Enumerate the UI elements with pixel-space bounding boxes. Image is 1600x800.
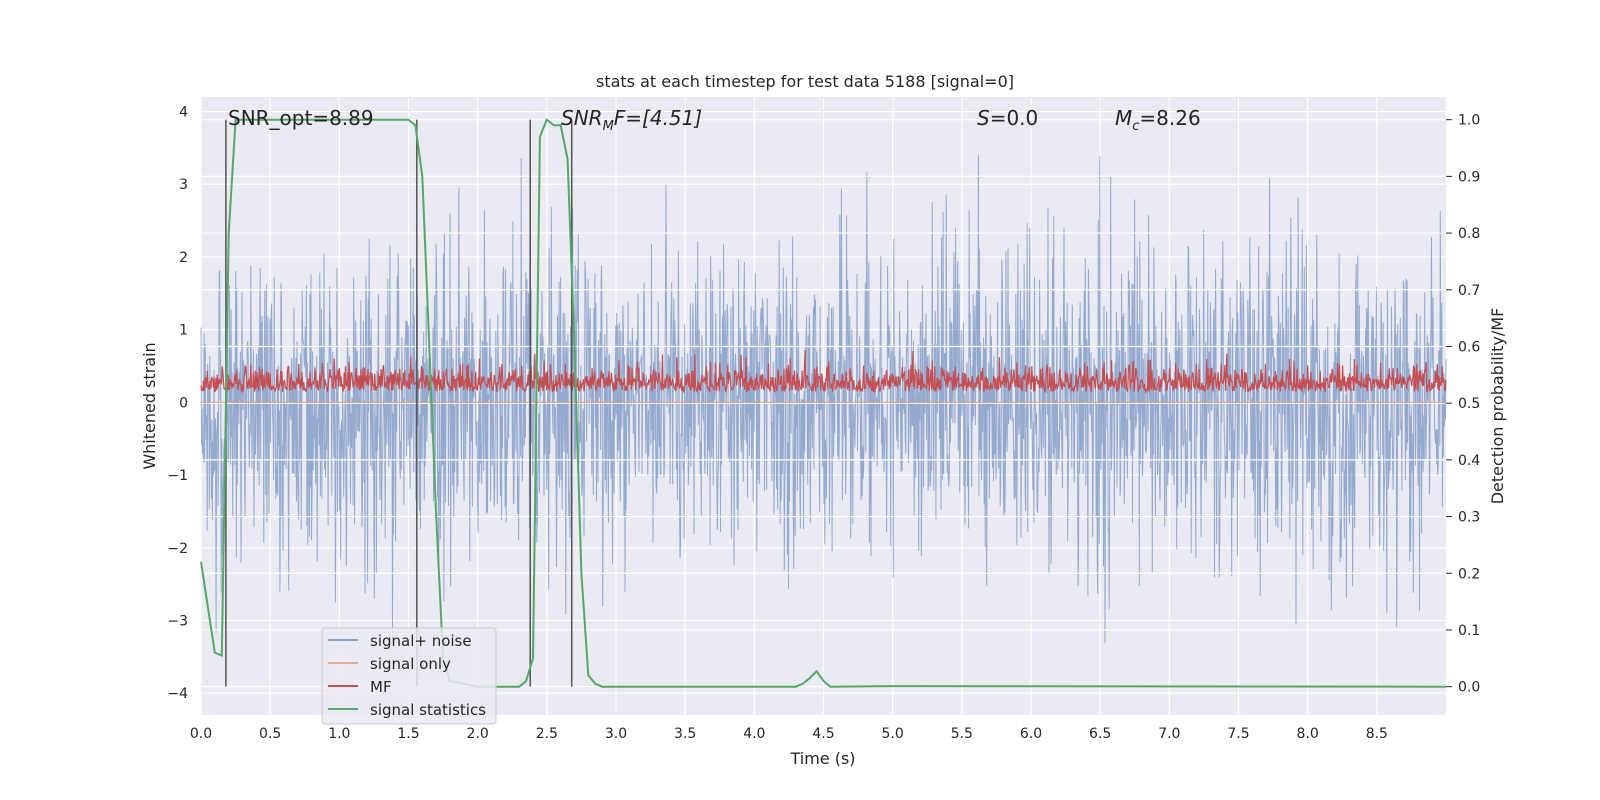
y-tick-label: 0 [179,395,188,411]
y2-tick-label: 0.5 [1458,396,1480,412]
legend-label-mf: MF [370,678,392,696]
x-tick-label: 4.0 [743,726,765,742]
y-tick-label: −3 [167,613,188,629]
s-rest: =0.0 [990,106,1039,130]
y-tick-label: 3 [179,177,188,193]
x-tick-label: 3.0 [605,726,627,742]
y2-tick-labels: 1.0 0.9 0.8 0.7 0.6 0.5 0.4 0.3 0.2 0.1 0.0 [1446,113,1480,696]
x-tick-label: 7.0 [1158,726,1180,742]
snr-mf-base: SNR [561,106,603,130]
x-tick-label: 4.5 [812,726,834,742]
x-tick-label: 2.0 [467,726,489,742]
y-tick-label: 4 [179,105,188,121]
legend-box [321,627,497,725]
y2-tick-label: 0.8 [1458,226,1480,242]
chart-title: stats at each timestep for test data 518… [596,72,1014,91]
x-tick-label: 6.0 [1020,726,1042,742]
y-tick-label: 2 [179,250,188,266]
y-tick-label: −1 [167,468,188,484]
y2-tick-label: 0.1 [1458,623,1480,639]
legend-label-signal-only: signal only [370,655,451,673]
annotation-snr-mf: SNRMF=[4.51] [561,106,702,134]
y2-tick-label: 0.7 [1458,283,1480,299]
mc-rest: =8.26 [1139,106,1200,130]
x-tick-labels: 0.0 0.5 1.0 1.5 2.0 2.5 3.0 3.5 4.0 4.5 5.0 5.5 6.0 6… [190,726,1388,742]
x-tick-label: 2.5 [536,726,558,742]
x-tick-label: 0.0 [190,726,212,742]
legend: signal+ noise signal only MF signal stat… [321,627,497,725]
annotation-snr-opt: SNR_opt=8.89 [228,106,374,130]
x-tick-label: 5.0 [882,726,904,742]
y2-tick-label: 0.4 [1458,453,1480,469]
x-tick-label: 3.5 [674,726,696,742]
x-tick-label: 7.5 [1227,726,1249,742]
mc-base: M [1115,106,1132,130]
annotation-s: S=0.0 [977,106,1038,130]
series-mf [200,349,1447,395]
x-tick-label: 1.5 [397,726,419,742]
s-base: S [977,106,990,130]
x-tick-label: 8.0 [1297,726,1319,742]
snr-mf-rest: F=[4.51] [614,106,702,130]
y-tick-labels: 4 3 2 1 0 −1 −2 −3 −4 [167,105,188,703]
y2-tick-label: 0.6 [1458,339,1480,355]
x-tick-label: 6.5 [1089,726,1111,742]
y2-tick-label: 0.0 [1458,680,1480,696]
signal-statistics-line [200,118,1447,688]
y2-axis-label: Detection probability/MF [1488,308,1507,505]
legend-label-signal-noise: signal+ noise [370,632,472,650]
mc-sub: c [1132,119,1139,134]
x-tick-label: 0.5 [259,726,281,742]
y-tick-label: −4 [167,686,188,702]
snr-mf-sub: M [603,119,614,134]
x-tick-label: 5.5 [951,726,973,742]
x-tick-label: 8.5 [1366,726,1388,742]
y2-tick-label: 0.2 [1458,566,1480,582]
series-signal-statistics [200,118,1447,688]
x-tick-label: 1.0 [328,726,350,742]
y2-tick-label: 0.3 [1458,510,1480,526]
mf-line [200,349,1447,395]
legend-label-signal-statistics: signal statistics [370,701,486,719]
y2-tick-label: 1.0 [1458,113,1480,129]
y2-tick-label: 0.9 [1458,169,1480,185]
y-axis-label: Whitened strain [140,342,159,469]
y-tick-label: −2 [167,541,188,557]
annotation-mc: Mc=8.26 [1115,106,1201,134]
x-axis-label: Time (s) [789,749,855,768]
y-tick-label: 1 [179,323,188,339]
